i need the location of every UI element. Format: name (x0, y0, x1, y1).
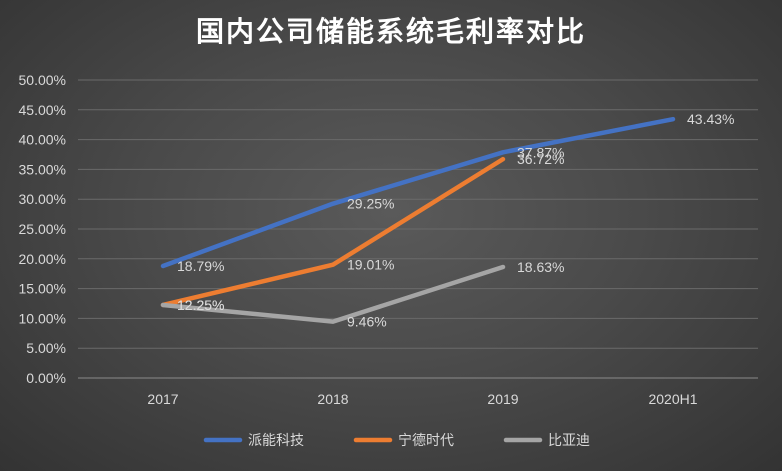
data-labels: 18.79% 29.25% 37.87% 43.43% 12.25% 19.01% 36.7… (177, 111, 734, 329)
legend-item-0: 派能科技 (203, 433, 304, 449)
y-tick-label: 35.00% (19, 161, 66, 177)
x-tick-label: 2019 (487, 391, 518, 407)
data-label: 19.01% (347, 257, 394, 273)
data-label: 43.43% (687, 111, 734, 127)
legend-label: 派能科技 (248, 433, 304, 449)
data-label: 9.46% (347, 314, 387, 330)
series-lines (160, 116, 676, 324)
x-tick-label: 2020H1 (648, 391, 697, 407)
legend: 派能科技 宁德时代 比亚迪 (203, 432, 590, 449)
series-line-0 (160, 116, 676, 269)
x-tick-label: 2018 (317, 391, 348, 407)
grid-lines (78, 79, 758, 379)
y-tick-label: 20.00% (19, 251, 66, 267)
series-line-1 (160, 156, 506, 308)
chart-title: 国内公司储能系统毛利率对比 (195, 15, 586, 48)
legend-label: 比亚迪 (548, 433, 590, 449)
y-tick-label: 50.00% (19, 72, 66, 88)
y-tick-label: 40.00% (19, 132, 66, 148)
y-tick-label: 5.00% (26, 340, 66, 356)
legend-item-1: 宁德时代 (353, 432, 454, 449)
series-line-2 (160, 264, 506, 324)
x-tick-label: 2017 (147, 391, 178, 407)
y-tick-label: 0.00% (26, 370, 66, 386)
data-label: 29.25% (347, 196, 394, 212)
data-label: 18.79% (177, 258, 224, 274)
y-axis-ticks: 0.00% 5.00% 10.00% 15.00% 20.00% 25.00% 30.00%… (19, 72, 66, 386)
y-tick-label: 25.00% (19, 221, 66, 237)
y-tick-label: 15.00% (19, 281, 66, 297)
legend-label: 宁德时代 (398, 432, 454, 449)
data-label: 37.87% (517, 144, 564, 160)
data-label: 12.25% (177, 297, 224, 313)
x-axis-ticks: 2017 2018 2019 2020H1 (147, 391, 697, 407)
y-tick-label: 10.00% (19, 310, 66, 326)
data-label: 18.63% (517, 259, 564, 275)
y-tick-label: 30.00% (19, 191, 66, 207)
y-tick-label: 45.00% (19, 102, 66, 118)
data-label: 36.72% (517, 151, 564, 167)
data-label: 12.25% (177, 297, 224, 313)
legend-item-2: 比亚迪 (503, 433, 590, 449)
